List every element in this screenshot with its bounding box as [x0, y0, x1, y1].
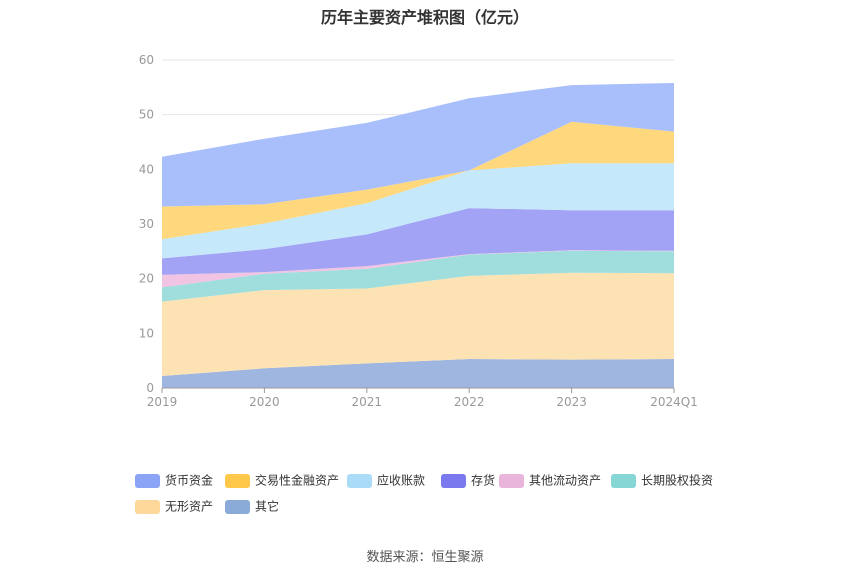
legend-swatch-icon [225, 499, 250, 514]
x-tick-label: 2021 [352, 395, 383, 409]
area-series-长期股权投资[interactable] [162, 250, 674, 302]
x-tick-label: 2019 [147, 395, 178, 409]
legend-swatch-icon [347, 473, 372, 488]
area-series-货币资金[interactable] [162, 83, 674, 207]
area-series [162, 83, 674, 388]
legend-label: 其它 [255, 499, 280, 514]
legend-item-应收账款[interactable]: 应收账款 [347, 472, 425, 488]
legend-swatch-icon [499, 473, 524, 488]
x-tick-label: 2022 [454, 395, 485, 409]
legend-swatch-icon [225, 473, 250, 488]
legend-label: 存货 [471, 473, 496, 488]
legend-item-长期股权投资[interactable]: 长期股权投资 [611, 472, 713, 488]
y-tick-label: 60 [139, 53, 154, 67]
y-tick-label: 30 [139, 217, 154, 231]
legend-label: 无形资产 [165, 499, 214, 514]
legend-label: 交易性金融资产 [255, 473, 340, 488]
axes: 0 10 20 30 40 50 60 2019 2020 2021 2022 2023 2024Q1 [139, 53, 698, 409]
chart-title: 历年主要资产堆积图（亿元） [320, 8, 529, 27]
x-tick-label: 2023 [556, 395, 587, 409]
area-series-其它[interactable] [162, 359, 674, 388]
y-tick-label: 40 [139, 162, 154, 176]
area-series-应收账款[interactable] [162, 163, 674, 259]
legend-item-存货[interactable]: 存货 [441, 472, 495, 488]
data-source-note: 数据来源：恒生聚源 [366, 550, 484, 565]
area-series-存货[interactable] [162, 208, 674, 275]
legend-label: 货币资金 [165, 473, 214, 488]
area-series-交易性金融资产[interactable] [162, 121, 674, 240]
legend-label: 长期股权投资 [641, 473, 714, 488]
legend-label: 应收账款 [377, 473, 426, 488]
x-tick-label: 2020 [249, 395, 280, 409]
legend-swatch-icon [611, 473, 636, 488]
legend-item-无形资产[interactable]: 无形资产 [135, 498, 213, 514]
legend-swatch-icon [441, 473, 466, 488]
y-tick-label: 20 [139, 272, 154, 286]
legend-item-其它[interactable]: 其它 [225, 498, 279, 514]
legend-label: 其他流动资产 [529, 473, 602, 488]
y-tick-label: 50 [139, 108, 154, 122]
x-tick-label: 2024Q1 [650, 395, 698, 409]
legend-item-其他流动资产[interactable]: 其他流动资产 [499, 472, 601, 488]
legend-item-交易性金融资产[interactable]: 交易性金融资产 [225, 472, 339, 488]
legend-swatch-icon [135, 499, 160, 514]
legend-swatch-icon [135, 473, 160, 488]
y-tick-label: 0 [146, 381, 154, 395]
y-tick-label: 10 [139, 326, 154, 340]
area-series-无形资产[interactable] [162, 272, 674, 376]
legend-item-货币资金[interactable]: 货币资金 [135, 472, 213, 488]
